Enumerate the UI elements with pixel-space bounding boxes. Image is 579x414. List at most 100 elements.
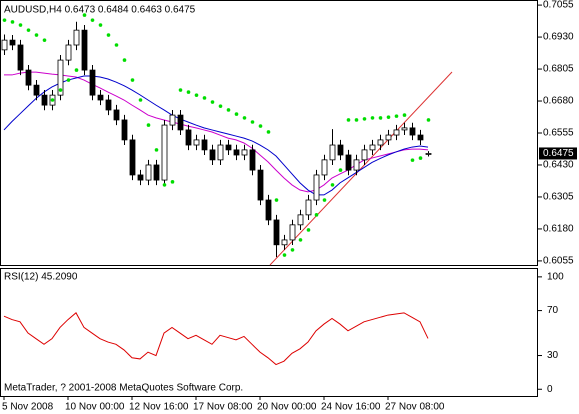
sar-dot	[82, 13, 87, 17]
sar-dot	[186, 90, 191, 94]
sar-dot	[354, 118, 359, 122]
candle-body	[17, 44, 24, 71]
y-tick-label: 0.6430	[543, 160, 574, 171]
x-tick-label: 27 Nov 08:00	[385, 402, 445, 413]
y-tick-label: 70	[547, 305, 559, 316]
candle-body	[9, 39, 16, 46]
candle-body	[369, 144, 376, 151]
sar-dot	[250, 120, 255, 124]
sar-dot	[338, 168, 343, 172]
sar-dot	[162, 183, 167, 187]
x-tick-label: 12 Nov 16:00	[129, 402, 189, 413]
sar-dot	[362, 117, 367, 121]
sar-dot	[178, 88, 183, 92]
candle-body	[385, 134, 392, 141]
candle-body	[217, 144, 224, 161]
sar-dot	[306, 228, 311, 232]
sar-dot	[34, 33, 39, 37]
y-tick-label: 0.6305	[543, 192, 574, 203]
candle-body	[361, 149, 368, 161]
indicator-title: RSI(12) 45.2090	[4, 272, 78, 283]
sar-dot	[154, 148, 159, 152]
candle-body	[129, 139, 136, 176]
indicator-panel	[0, 268, 538, 397]
sar-dot	[266, 130, 271, 134]
candle-body	[177, 114, 184, 131]
sar-dot	[298, 238, 303, 242]
sar-dot	[202, 96, 207, 100]
candle-body	[329, 144, 336, 161]
sar-dot	[138, 98, 143, 102]
candle-body	[113, 109, 120, 121]
candle-body	[209, 149, 216, 161]
footer: MetaTrader, ? 2001-2008 MetaQuotes Softw…	[4, 383, 243, 394]
candle-body	[273, 219, 280, 246]
sar-dot	[58, 88, 63, 92]
candle-body	[193, 139, 200, 146]
sar-dot	[418, 156, 423, 160]
sar-dot	[122, 58, 127, 62]
sar-dot	[290, 248, 295, 252]
indicator-line	[3, 312, 429, 366]
candle-body	[305, 199, 312, 216]
candle-body	[41, 94, 48, 106]
candle-body	[1, 39, 8, 51]
candle-body	[393, 129, 400, 136]
x-tick-label: 20 Nov 00:00	[257, 402, 317, 413]
candle-body	[89, 69, 96, 96]
sar-dot	[42, 38, 47, 42]
candle-body	[121, 119, 128, 141]
sar-dot	[74, 68, 79, 72]
candle-body	[105, 99, 112, 111]
y-tick-label: 0.6805	[543, 64, 574, 75]
candle-body	[185, 129, 192, 146]
candle-body	[313, 174, 320, 201]
y-tick-label: 100	[547, 272, 564, 283]
candle-body	[345, 154, 352, 171]
bid-box	[539, 147, 577, 160]
candle-body	[25, 69, 32, 86]
sar-dot	[146, 123, 151, 127]
trend-line	[269, 71, 453, 266]
sar-dot	[130, 78, 135, 82]
sar-dot	[242, 116, 247, 120]
x-tick-label: 17 Nov 08:00	[193, 402, 253, 413]
candle-body	[161, 124, 168, 181]
sar-dot	[218, 104, 223, 108]
sar-dot	[226, 108, 231, 112]
candle-body	[65, 44, 72, 61]
candle-body	[417, 134, 424, 141]
candle-body	[153, 164, 160, 181]
candle-body	[401, 127, 408, 131]
sar-dot	[50, 98, 55, 102]
candle-body	[225, 144, 232, 151]
bid-label: 0.6475	[543, 148, 574, 159]
y-tick-label: 0.6930	[543, 32, 574, 43]
y-tick-label: 0.6180	[543, 224, 574, 235]
y-tick-label: 0.6680	[543, 96, 574, 107]
moving-average	[3, 75, 429, 196]
candle-body	[81, 29, 88, 71]
candle-body	[257, 169, 264, 201]
sar-dot	[378, 116, 383, 120]
y-tick-label: 0.7055	[543, 0, 574, 11]
y-tick-label: 0.6055	[543, 256, 574, 267]
sar-dot	[282, 253, 287, 257]
candle-body	[73, 29, 80, 46]
sar-dot	[106, 33, 111, 37]
x-tick-label: 24 Nov 16:00	[321, 402, 381, 413]
candle-body	[233, 149, 240, 156]
candle-body	[265, 199, 272, 221]
candle-body	[377, 139, 384, 146]
sar-dot	[2, 18, 7, 22]
sar-dot	[66, 78, 71, 82]
sar-dot	[386, 115, 391, 119]
sar-dot	[322, 198, 327, 202]
sar-dot	[194, 93, 199, 97]
sar-dot	[234, 112, 239, 116]
sar-dot	[98, 23, 103, 27]
candle-body	[425, 153, 432, 155]
candle-body	[337, 144, 344, 156]
candle-body	[321, 159, 328, 176]
